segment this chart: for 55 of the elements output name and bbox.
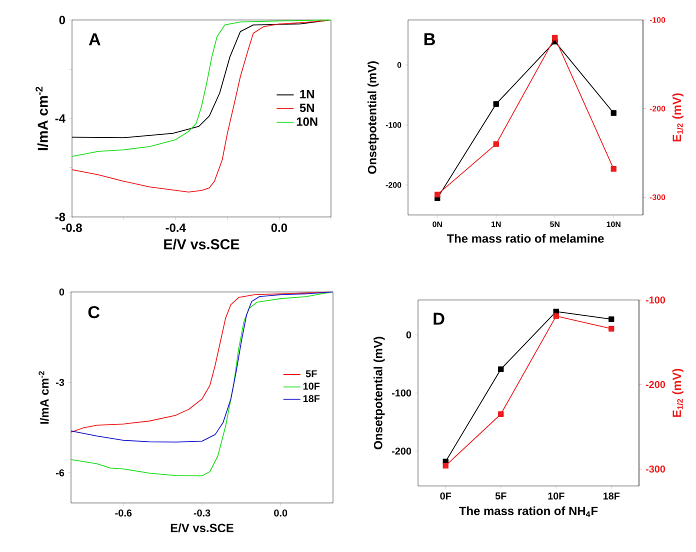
x-tick-label: 0.0 [274, 509, 288, 517]
point [552, 34, 558, 41]
point [608, 326, 614, 332]
y-tick-label: 0 [406, 331, 412, 338]
annotation: A [88, 33, 100, 46]
line-series [70, 292, 334, 476]
legend-label: 5N [300, 104, 314, 112]
y2-tick-label: -200 [646, 381, 666, 388]
point [498, 411, 504, 417]
y-tick-label: -200 [392, 448, 412, 455]
point [608, 316, 614, 322]
legend-label: 10N [296, 117, 318, 126]
x-tick-label: 5F [495, 492, 506, 500]
x-axis-title: The mass ratio of melamine [446, 234, 604, 243]
y-axis-title: Onsetpotential (mV) [374, 336, 385, 450]
y-tick-label: 0 [59, 288, 64, 296]
point [442, 462, 448, 469]
point [553, 313, 559, 319]
point [610, 110, 616, 116]
x-tick-label: 0.0 [271, 223, 288, 232]
y-tick-label: 0 [59, 16, 66, 24]
y-tick-label: -3 [56, 378, 64, 386]
legend-label: 1N [300, 90, 314, 98]
y-axis-title: I/mA cm$^{-2}$ [38, 371, 49, 424]
annotation: C [88, 306, 100, 318]
point [498, 366, 504, 372]
y-tick-label: -4 [55, 114, 66, 123]
point [493, 141, 499, 147]
y-axis-title: I/mA cm$^{-2}$ [36, 86, 48, 150]
y-axis-title: Onsetpotential (mV) [368, 61, 379, 174]
y2-axis-title: E$_{1/2}$ (mV) [672, 368, 684, 417]
x-tick-label: -0.3 [194, 509, 210, 517]
y-tick-label: -6 [56, 469, 64, 476]
legend-label: 5F [306, 370, 317, 378]
legend-label: 18F [303, 395, 320, 402]
annotation: D [434, 312, 444, 325]
x-axis-title: The mass ration of NH$_{4}$F [459, 506, 598, 517]
x-axis-title: E/V vs.SCE [164, 238, 240, 250]
x-tick-label: 0F [440, 492, 452, 500]
point [610, 166, 616, 172]
annotation: B [424, 33, 435, 46]
x-axis-title: E/V vs.SCE [170, 523, 234, 532]
x-tick-label: 10F [548, 492, 564, 500]
y2-tick-label: -100 [646, 296, 666, 304]
y-tick-label: -100 [392, 389, 412, 397]
point [493, 101, 499, 107]
x-tick-label: -0.8 [62, 223, 82, 232]
x-tick-label: 18F [603, 492, 620, 500]
point [434, 192, 440, 198]
x-tick-label: -0.6 [115, 509, 132, 517]
x-tick-label: -0.4 [166, 223, 186, 232]
legend-label: 10F [303, 382, 320, 390]
y2-axis-title: E$_{1/2}$ (mV) [672, 93, 684, 142]
y-tick-label: -8 [55, 212, 66, 222]
y2-tick-label: -300 [646, 466, 666, 473]
